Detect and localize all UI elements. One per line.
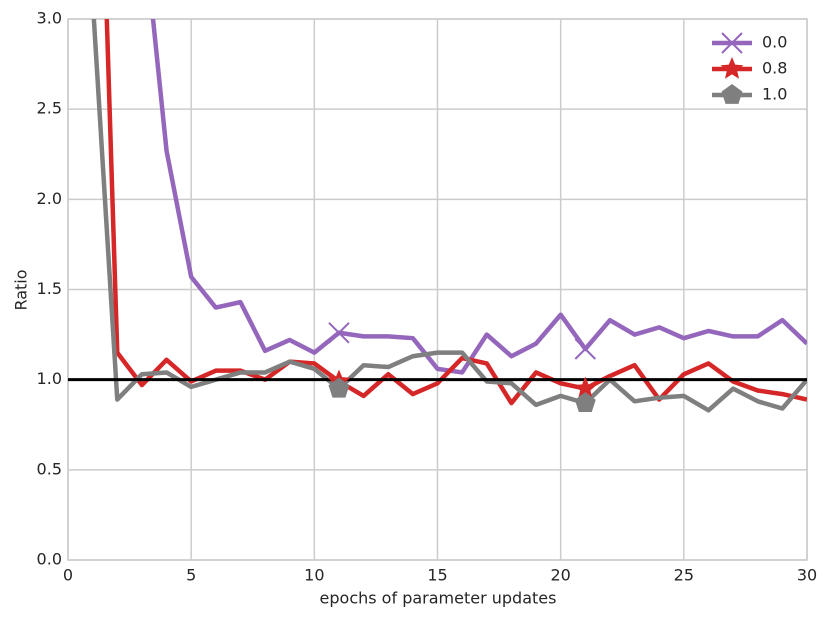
x-tick-label: 10 — [304, 566, 324, 585]
marker — [721, 32, 743, 54]
legend-label: 1.0 — [762, 85, 787, 104]
x-axis-label: epochs of parameter updates — [320, 589, 557, 608]
x-tick-label: 25 — [674, 566, 694, 585]
marker — [721, 84, 743, 104]
plot-frame — [67, 18, 808, 561]
legend-label: 0.8 — [762, 59, 787, 78]
x-tick-label: 15 — [427, 566, 447, 585]
y-tick-label: 3.0 — [37, 9, 62, 28]
legend-entry: 0.8 — [712, 57, 787, 79]
x-tick-label: 20 — [550, 566, 570, 585]
plot-area — [68, 19, 807, 413]
x-tick-label: 0 — [63, 566, 73, 585]
y-tick-label: 2.5 — [37, 99, 62, 118]
marker — [328, 377, 350, 398]
y-tick-label: 2.0 — [37, 189, 62, 208]
series-line — [104, 19, 807, 406]
y-tick-label: 0.5 — [37, 459, 62, 478]
marker — [720, 57, 744, 79]
marker — [574, 392, 596, 413]
legend-entry: 0.0 — [712, 32, 787, 54]
marker — [573, 376, 597, 399]
legend-entry: 1.0 — [712, 84, 787, 104]
y-tick-label: 1.0 — [37, 369, 62, 388]
x-tick-label: 30 — [797, 566, 817, 585]
y-tick-label: 0.0 — [37, 550, 62, 569]
marker — [328, 322, 350, 344]
y-axis-label: Ratio — [12, 269, 31, 310]
y-tick-label: 1.5 — [37, 279, 62, 298]
x-tick-label: 5 — [186, 566, 196, 585]
legend-label: 0.0 — [762, 33, 787, 52]
marker — [574, 338, 597, 360]
